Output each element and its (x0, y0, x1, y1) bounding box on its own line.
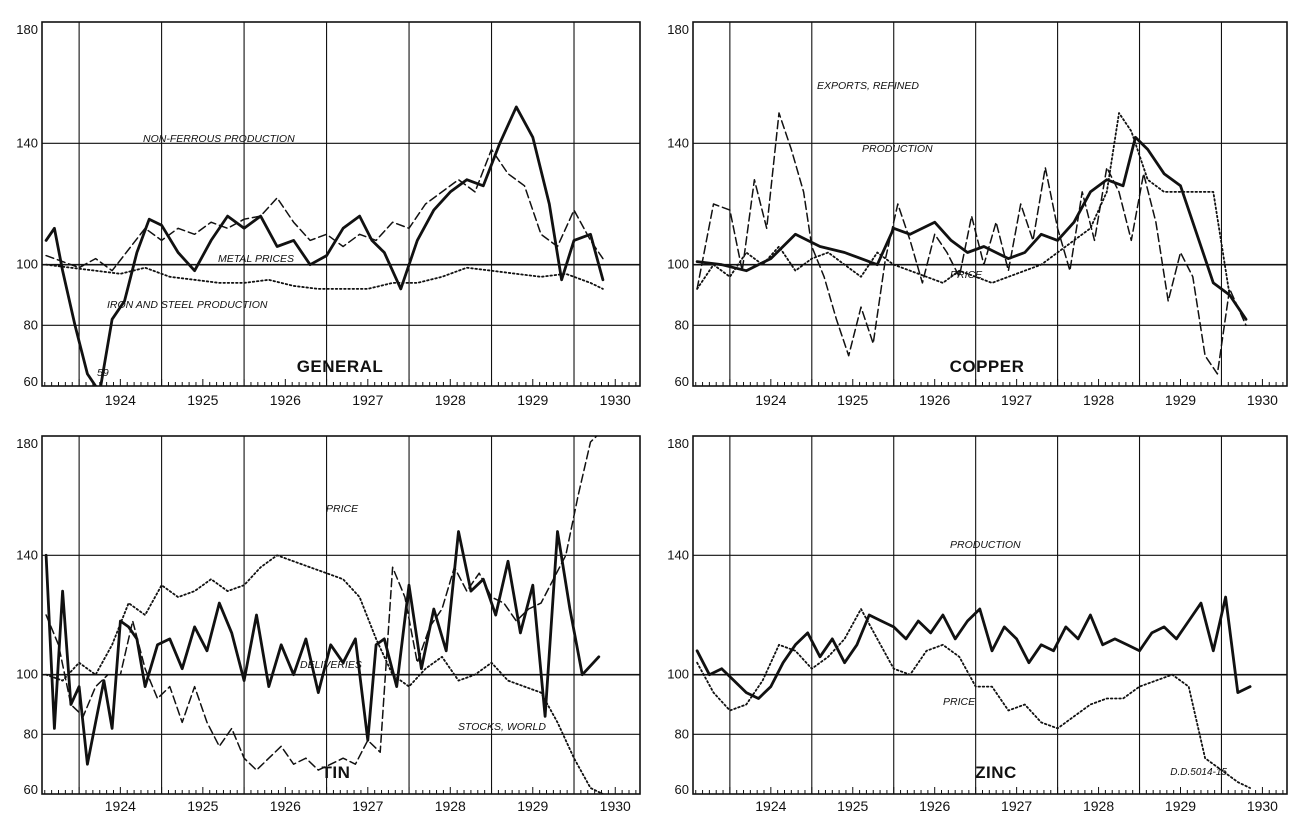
x-tick-label: 1927 (1001, 392, 1032, 408)
x-tick-label: 1927 (1001, 798, 1032, 814)
plot-frame (41, 21, 641, 387)
x-tick-label: 1928 (1083, 798, 1114, 814)
x-tick-label: 1925 (837, 798, 868, 814)
chart-panel-general: 60 80 100 140 180 1924 1925 1926 1927 1928 1929 193… (16, 21, 641, 408)
y-tick-label: 180 (16, 436, 38, 451)
y-tick-label: 100 (16, 257, 38, 272)
y-tick-label: 180 (16, 22, 38, 37)
series-line-deliveries (44, 530, 601, 766)
chart-panel-zinc: 60 80 100 140 180 1924 1925 1926 1927 1928 1929 193… (667, 435, 1288, 814)
series-annotation-label: NON-FERROUS PRODUCTION (143, 133, 295, 145)
figure-credit-label: D.D.5014-15 (1170, 767, 1227, 778)
series-line-iron-and-steel-production (44, 105, 605, 386)
x-tick-label: 1925 (187, 392, 218, 408)
series-line-non-ferrous-production (45, 148, 604, 272)
x-tick-label: 1929 (1165, 798, 1196, 814)
y-tick-label: 60 (675, 374, 689, 389)
x-tick-label: 1924 (105, 392, 136, 408)
x-tick-label: 1927 (352, 798, 383, 814)
series-annotation-label: PRICE (326, 503, 359, 515)
series-line-exports-refined (696, 112, 1247, 375)
x-tick-label: 1924 (755, 798, 786, 814)
chart-panel-tin: 60 80 100 140 180 1924 1925 1926 1927 1928 1929 193… (16, 435, 641, 814)
x-tick-label: 1930 (600, 392, 631, 408)
y-tick-label: 80 (24, 317, 38, 332)
y-tick-label: 180 (667, 436, 689, 451)
x-tick-label: 1926 (270, 392, 301, 408)
series-annotation-label: IRON AND STEEL PRODUCTION (107, 299, 268, 311)
series-annotation-label: METAL PRICES (218, 253, 294, 265)
y-tick-label: 100 (16, 667, 38, 682)
x-tick-label: 1924 (755, 392, 786, 408)
series-line-price (696, 112, 1247, 321)
y-tick-label: 140 (16, 135, 38, 150)
y-tick-label: 140 (16, 547, 38, 562)
x-tick-label: 1928 (435, 392, 466, 408)
series-line-price (696, 608, 1251, 789)
x-tick-label: 1929 (517, 392, 548, 408)
series-annotation-label: EXPORTS, REFINED (817, 80, 919, 92)
series-annotation-label: 59 (97, 367, 109, 379)
y-tick-label: 140 (667, 547, 689, 562)
series-line-production (695, 595, 1252, 700)
y-tick-label: 60 (24, 782, 38, 797)
y-tick-label: 80 (675, 726, 689, 741)
series-annotation-label: PRODUCTION (862, 143, 933, 155)
y-tick-label: 60 (24, 374, 38, 389)
plot-frame (692, 435, 1288, 795)
x-tick-label: 1924 (105, 798, 136, 814)
x-tick-label: 1929 (1165, 392, 1196, 408)
x-tick-label: 1930 (1247, 392, 1278, 408)
panel-title: COPPER (950, 357, 1025, 376)
series-annotation-label: STOCKS, WORLD (458, 721, 546, 733)
series-annotation-label: PRICE (943, 696, 976, 708)
y-tick-label: 80 (24, 726, 38, 741)
y-tick-label: 100 (667, 667, 689, 682)
plot-frame (692, 21, 1288, 387)
y-tick-label: 100 (667, 257, 689, 272)
panel-title: ZINC (975, 763, 1017, 782)
x-tick-label: 1926 (270, 798, 301, 814)
series-line-production (695, 135, 1248, 321)
x-tick-label: 1925 (187, 798, 218, 814)
panel-title: TIN (322, 763, 351, 782)
y-tick-label: 80 (675, 317, 689, 332)
x-tick-label: 1930 (1247, 798, 1278, 814)
x-tick-label: 1929 (517, 798, 548, 814)
x-tick-label: 1926 (919, 798, 950, 814)
chart-panel-copper: 60 80 100 140 180 1924 1925 1926 1927 1928 1929 193… (667, 21, 1288, 408)
series-line-metal-prices (45, 263, 604, 290)
y-tick-label: 140 (667, 135, 689, 150)
series-annotation-label: PRODUCTION (950, 539, 1021, 551)
series-line-price (45, 554, 604, 794)
x-tick-label: 1928 (435, 798, 466, 814)
y-tick-label: 60 (675, 782, 689, 797)
panel-title: GENERAL (297, 357, 384, 376)
x-tick-label: 1927 (352, 392, 383, 408)
series-line-stocks-world (45, 436, 598, 771)
series-annotation-label: PRICE (950, 269, 983, 281)
y-tick-label: 180 (667, 22, 689, 37)
x-tick-label: 1930 (600, 798, 631, 814)
x-tick-label: 1925 (837, 392, 868, 408)
x-tick-label: 1928 (1083, 392, 1114, 408)
plot-frame (41, 435, 641, 795)
x-tick-label: 1926 (919, 392, 950, 408)
series-annotation-label: DELIVERIES (300, 659, 362, 671)
